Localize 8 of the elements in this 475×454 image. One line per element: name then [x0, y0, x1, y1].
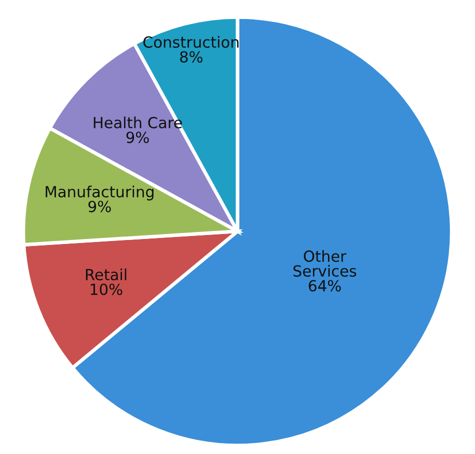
slice-label: Other Services: [293, 250, 356, 277]
data-label: 9%: [126, 132, 149, 144]
data-label: 8%: [180, 51, 202, 63]
slice-label: Retail: [86, 268, 126, 280]
data-label: 9%: [88, 200, 111, 212]
slice-label: Manufacturing: [46, 186, 154, 200]
data-label: 10%: [90, 284, 122, 296]
data-label: 64%: [308, 280, 341, 292]
